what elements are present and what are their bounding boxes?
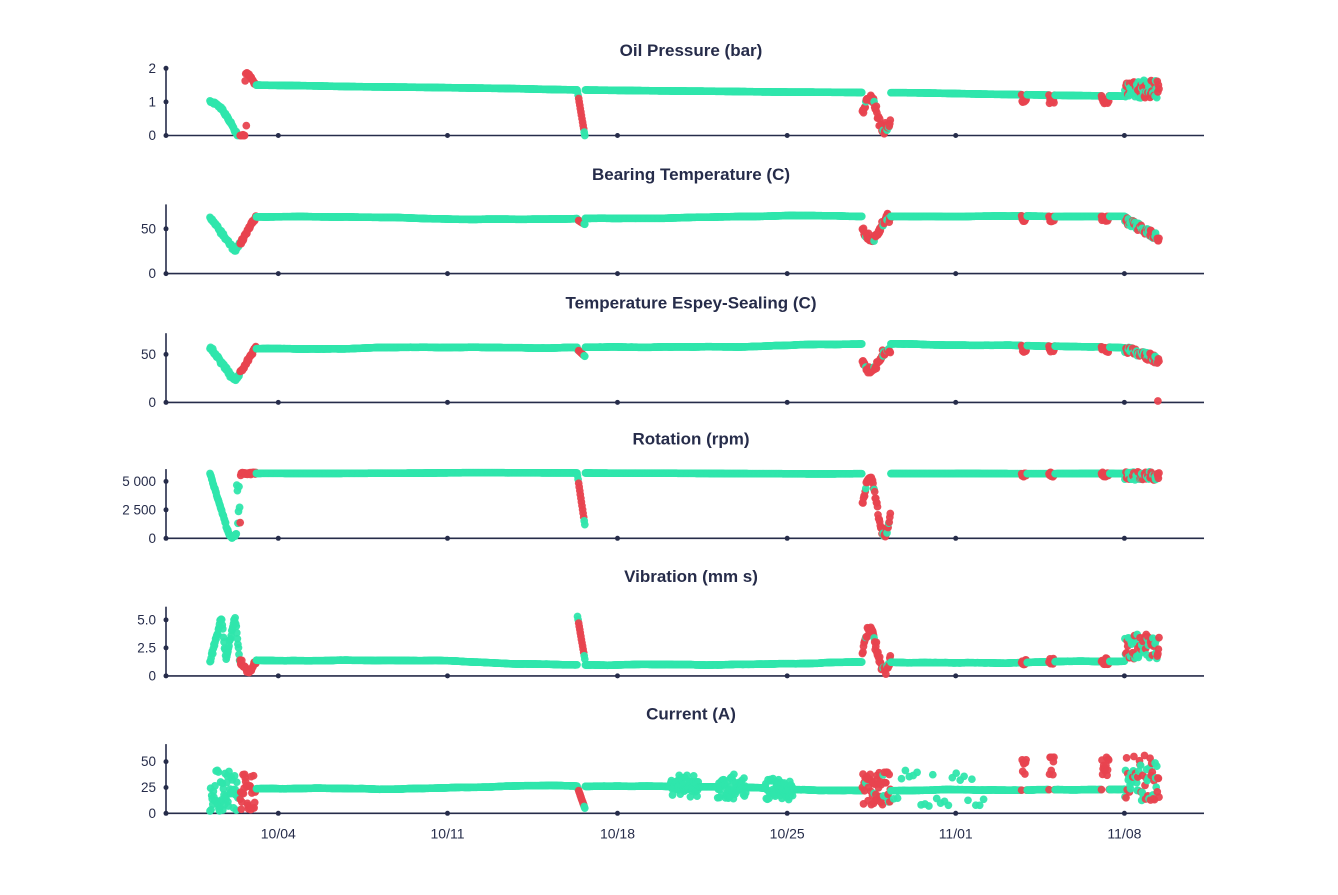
svg-text:0: 0	[148, 128, 156, 143]
svg-text:2: 2	[148, 61, 156, 76]
svg-text:Bearing Temperature (C): Bearing Temperature (C)	[592, 165, 790, 184]
svg-text:0: 0	[148, 266, 156, 281]
svg-text:50: 50	[141, 347, 156, 362]
svg-text:Temperature Espey-Sealing (C): Temperature Espey-Sealing (C)	[566, 294, 817, 313]
svg-text:50: 50	[141, 221, 156, 236]
svg-text:Oil Pressure (bar): Oil Pressure (bar)	[620, 41, 763, 60]
svg-text:0: 0	[148, 395, 156, 410]
svg-text:1: 1	[148, 94, 156, 109]
